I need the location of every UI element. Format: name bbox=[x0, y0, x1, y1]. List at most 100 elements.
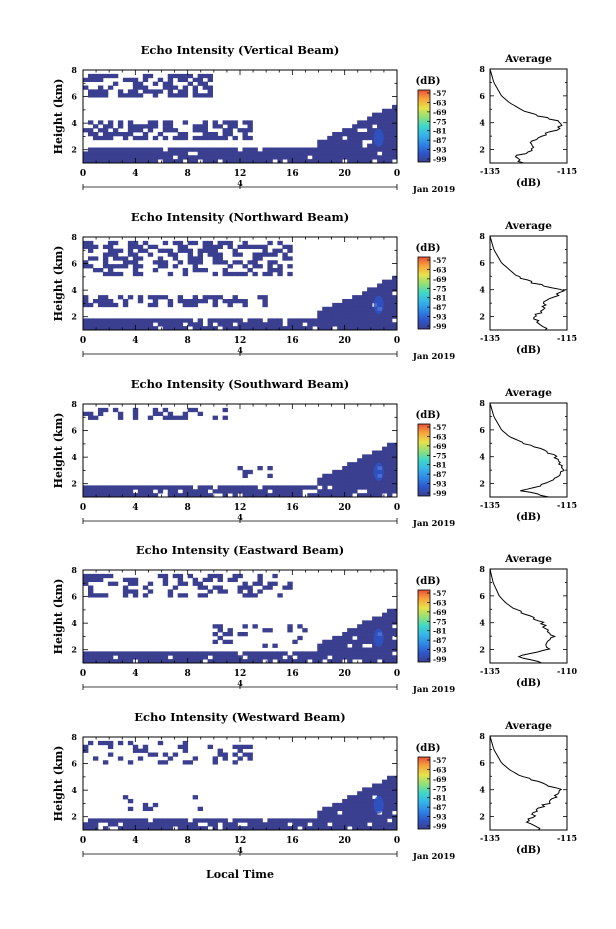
echo-cell bbox=[387, 643, 393, 648]
echo-cell bbox=[207, 744, 213, 750]
echo-cell bbox=[122, 135, 129, 141]
echo-cell bbox=[352, 639, 358, 645]
echo-cell bbox=[362, 799, 368, 804]
echo-cell bbox=[222, 326, 228, 331]
echo-cell bbox=[382, 108, 388, 114]
echo-cell bbox=[92, 244, 99, 250]
echo-cell bbox=[292, 651, 298, 656]
echo-cell bbox=[182, 651, 189, 656]
echo-cell bbox=[382, 124, 388, 129]
echo-cell bbox=[362, 826, 368, 831]
echo-cell bbox=[352, 302, 358, 308]
echo-cell bbox=[182, 415, 189, 420]
echo-cell bbox=[292, 639, 298, 645]
echo-cell bbox=[232, 489, 238, 494]
echo-cell bbox=[332, 493, 338, 498]
echo-cell bbox=[167, 756, 174, 761]
echo-cell bbox=[207, 73, 213, 79]
echo-cell bbox=[162, 260, 169, 265]
echo-cell bbox=[222, 299, 228, 304]
echo-cell bbox=[137, 264, 144, 269]
echo-cell bbox=[392, 628, 398, 633]
echo-cell bbox=[362, 322, 368, 327]
echo-cell bbox=[147, 318, 154, 323]
echo-cell bbox=[347, 489, 353, 494]
echo-cell bbox=[252, 493, 258, 498]
y-axis-label: Height (km) bbox=[52, 79, 65, 155]
echo-cell bbox=[382, 469, 388, 475]
echo-cell bbox=[87, 585, 94, 590]
colorbar-tick-label: -93 bbox=[433, 813, 447, 822]
echo-cell bbox=[177, 248, 184, 253]
echo-cell bbox=[127, 248, 134, 253]
echo-cell bbox=[172, 93, 179, 98]
echo-cell bbox=[137, 655, 144, 660]
echo-cell bbox=[147, 302, 154, 308]
echo-cell bbox=[207, 659, 213, 664]
average-y-tick-label: 2 bbox=[479, 145, 485, 155]
y-tick-label: 6 bbox=[71, 426, 77, 436]
echo-cell bbox=[157, 485, 164, 490]
echo-cell bbox=[387, 795, 393, 800]
average-y-tick-label: 4 bbox=[479, 452, 485, 462]
echo-cell bbox=[357, 651, 363, 656]
echo-cells bbox=[83, 240, 398, 331]
x-tick-label: 8 bbox=[185, 336, 191, 346]
echo-cell bbox=[362, 454, 368, 459]
echo-cell bbox=[187, 302, 194, 308]
echo-cell bbox=[342, 643, 348, 648]
echo-cell bbox=[367, 802, 373, 808]
echo-cell bbox=[187, 260, 194, 265]
echo-cell bbox=[202, 299, 208, 304]
echo-cell bbox=[122, 818, 129, 823]
echo-cell bbox=[152, 802, 159, 808]
echo-cell bbox=[102, 299, 109, 304]
echo-cell bbox=[102, 135, 109, 141]
echo-cell bbox=[102, 318, 109, 323]
echo-cell bbox=[367, 485, 373, 490]
echo-cell bbox=[112, 248, 119, 253]
echo-cell bbox=[157, 651, 164, 656]
echo-cell bbox=[357, 818, 363, 823]
echo-cell bbox=[287, 244, 293, 250]
echo-cell bbox=[107, 73, 114, 79]
echo-cell bbox=[287, 155, 293, 160]
echo-cell bbox=[212, 302, 218, 308]
echo-cell bbox=[332, 639, 338, 645]
average-x-tick-label: -135 bbox=[480, 500, 500, 510]
echo-cell bbox=[257, 318, 263, 323]
echo-cell bbox=[347, 143, 353, 148]
echo-cell bbox=[342, 632, 348, 637]
echo-cell bbox=[102, 818, 109, 823]
echo-cell bbox=[267, 655, 273, 660]
echo-cell bbox=[212, 295, 218, 300]
echo-cell bbox=[362, 818, 368, 823]
echo-cell bbox=[357, 469, 363, 475]
echo-cell bbox=[182, 120, 189, 125]
echo-cell bbox=[362, 791, 368, 796]
echo-cell bbox=[392, 632, 398, 637]
echo-cell bbox=[167, 155, 174, 160]
echo-cell bbox=[392, 322, 398, 327]
echo-cell bbox=[102, 651, 109, 656]
echo-cell bbox=[87, 485, 94, 490]
echo-cell bbox=[387, 322, 393, 327]
echo-cell bbox=[147, 651, 154, 656]
echo-cell bbox=[387, 799, 393, 804]
echo-cell bbox=[107, 489, 114, 494]
echo-cell bbox=[387, 624, 393, 629]
echo-cell bbox=[352, 306, 358, 312]
echo-cell bbox=[247, 593, 253, 598]
echo-cell bbox=[387, 655, 393, 660]
echo-cell bbox=[262, 271, 268, 277]
echo-cell bbox=[207, 295, 213, 300]
echo-cell bbox=[337, 802, 343, 808]
echo-cell bbox=[227, 489, 233, 494]
x-tick-label: 12 bbox=[234, 169, 247, 179]
echo-cell bbox=[332, 469, 338, 475]
echo-cell bbox=[352, 810, 358, 815]
echo-cell bbox=[202, 268, 208, 273]
echo-cell bbox=[357, 155, 363, 160]
echo-cell bbox=[377, 147, 383, 152]
echo-cell bbox=[87, 415, 94, 420]
